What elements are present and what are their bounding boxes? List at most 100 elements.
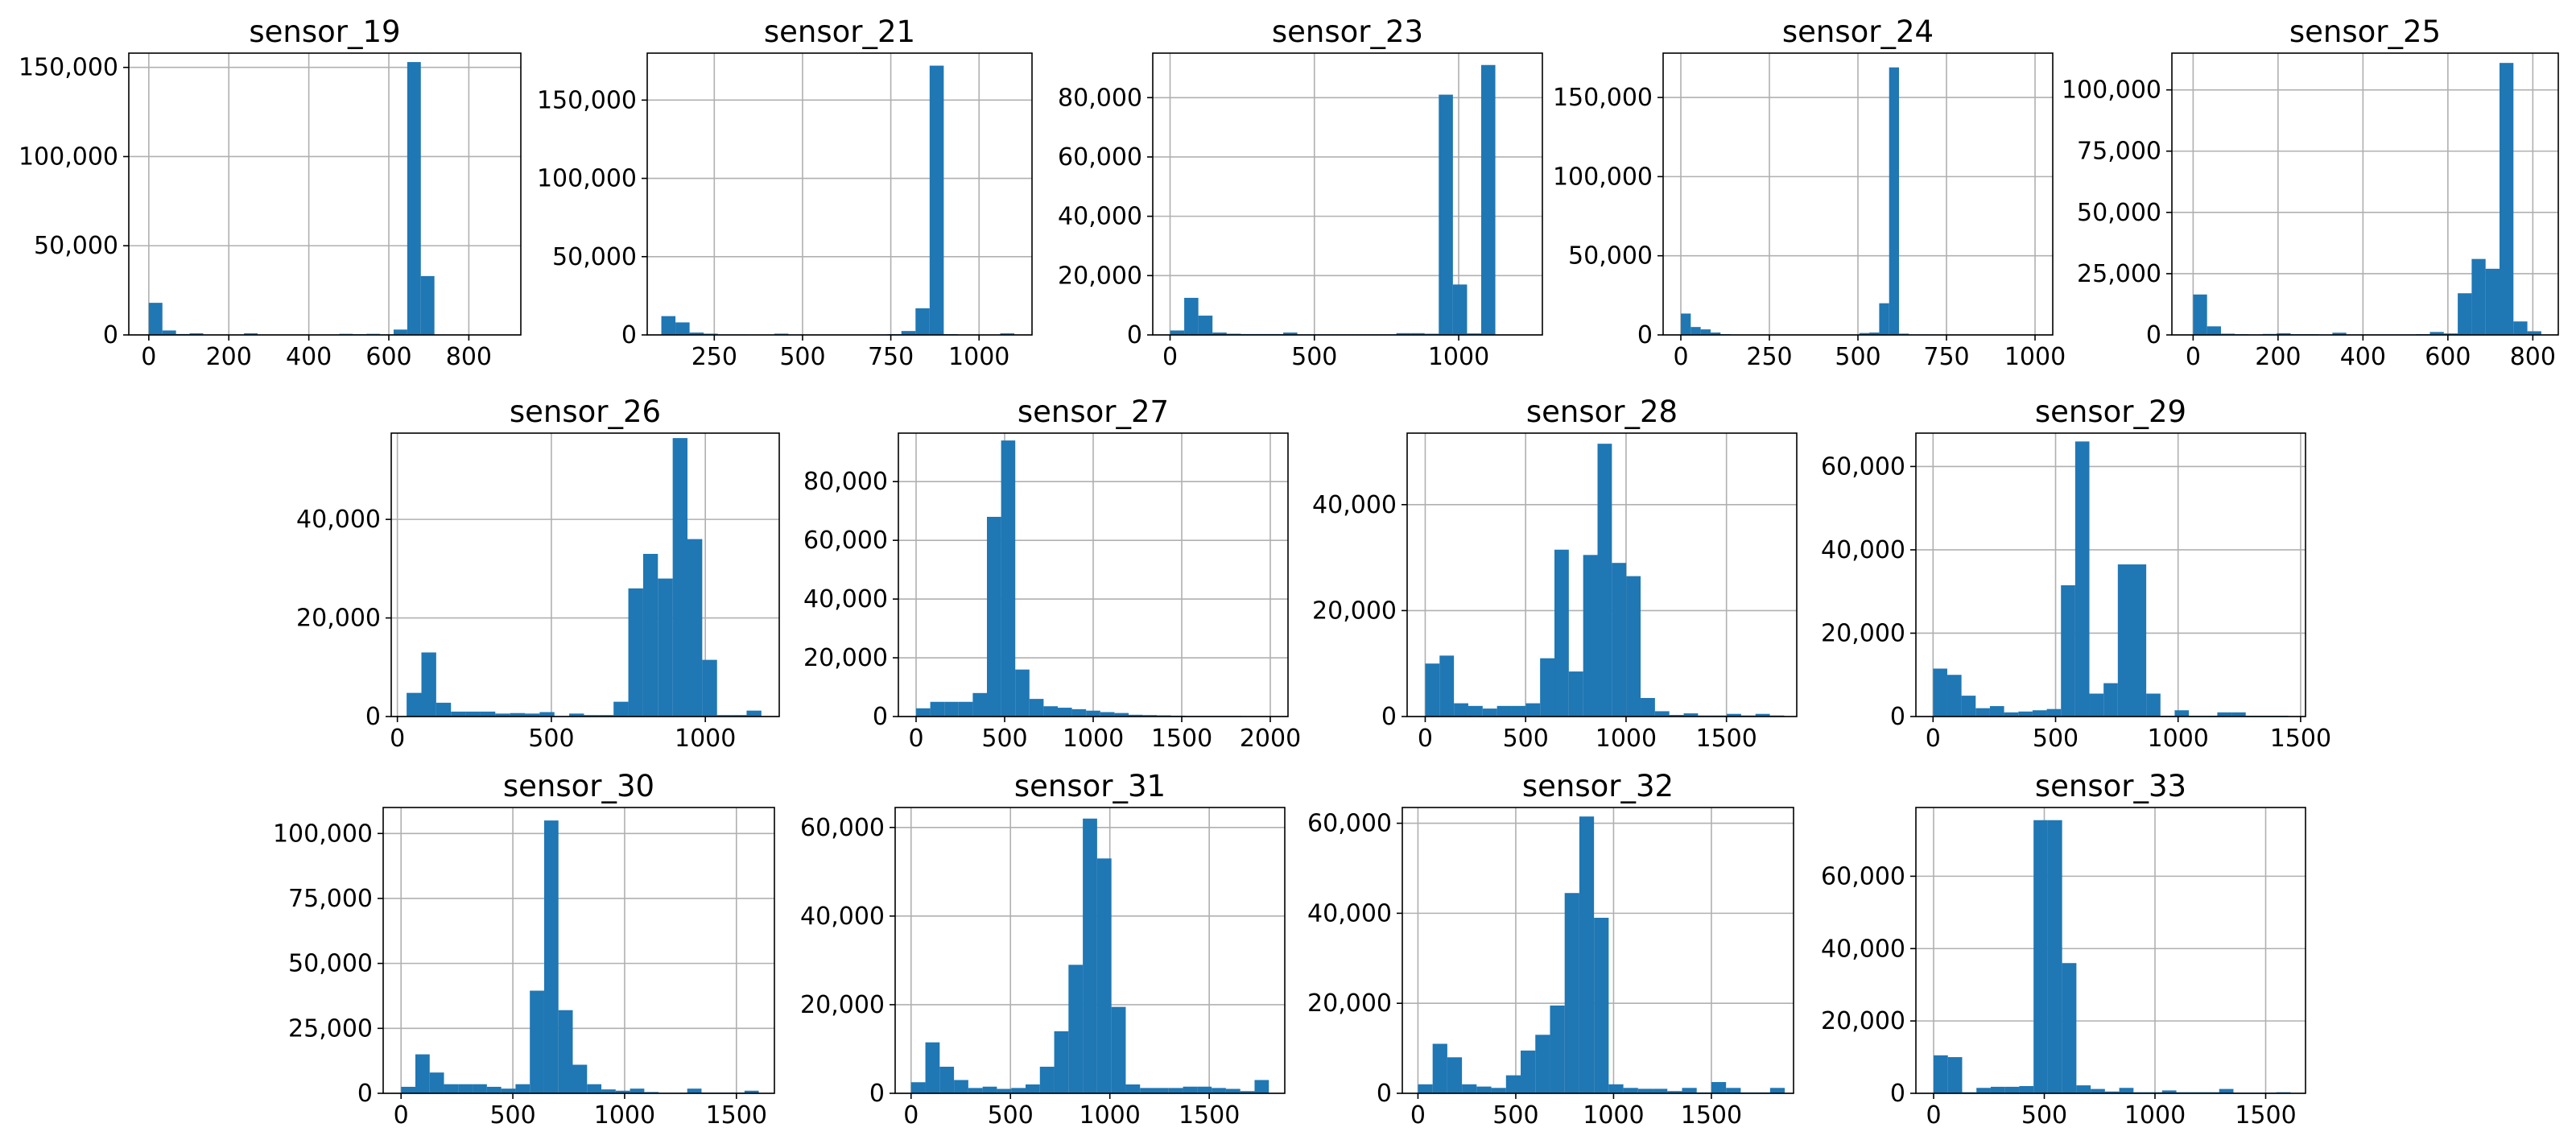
histogram-bar	[2219, 1088, 2234, 1093]
histogram-bar	[939, 1066, 955, 1093]
histogram-bar	[189, 333, 204, 335]
histogram-bar	[1933, 668, 1947, 717]
x-tick-label: 2000	[1240, 725, 1301, 753]
y-tick-label: 150,000	[537, 86, 637, 114]
y-tick-label: 40,000	[1058, 203, 1142, 231]
histogram-bar	[1540, 658, 1554, 717]
histogram-bar	[716, 715, 733, 717]
y-tick-label: 100,000	[2062, 76, 2161, 105]
histogram-bar	[1947, 1057, 1963, 1093]
x-tick-label: 1000	[2148, 725, 2209, 753]
histogram-bar	[244, 333, 258, 335]
histogram-bar	[2277, 332, 2291, 335]
axes-frame	[382, 807, 775, 1094]
bars	[2193, 63, 2541, 335]
histogram-panel-sensor_32: 0 500 1000 1500 0 20,000 40,000 60,000 sensor_32	[1307, 769, 1794, 1130]
histogram-bar	[2046, 708, 2062, 717]
axes-frame	[1402, 807, 1794, 1094]
y-tick-label: 75,000	[288, 885, 373, 913]
histogram-bar	[2499, 63, 2514, 335]
histogram-bar	[972, 692, 987, 717]
histogram-bar	[2429, 332, 2444, 335]
x-tick-label: 500	[981, 725, 1027, 753]
histogram-bar	[480, 711, 496, 717]
y-tick-label: 0	[1890, 1080, 1905, 1108]
y-tick-label: 0	[1890, 703, 1905, 731]
histogram-bar	[2047, 820, 2062, 1093]
x-tick-label: 500	[779, 343, 825, 371]
gridlines	[129, 53, 521, 336]
axes-frame	[2171, 52, 2559, 336]
histogram-bar	[1225, 1088, 1241, 1093]
histogram-bar	[2104, 1091, 2120, 1093]
histogram-bar	[658, 578, 673, 717]
y-tick-label: 75,000	[2077, 138, 2161, 166]
panel-title: sensor_26	[510, 394, 661, 429]
y-tick-label: 0	[1637, 321, 1653, 349]
histogram-bar	[954, 1080, 968, 1093]
histogram-panel-sensor_33: 0 500 1000 1500 0 20,000 40,000 60,000 sensor_33	[1821, 769, 2306, 1130]
histogram-bar	[1283, 332, 1298, 335]
histogram-bar	[1568, 671, 1583, 717]
histogram-bar	[473, 1084, 487, 1093]
histogram-bar	[916, 708, 931, 717]
y-tick-label: 50,000	[552, 243, 637, 271]
histogram-bar	[675, 322, 690, 335]
histogram-bar	[558, 1010, 573, 1093]
histogram-bar	[515, 1084, 530, 1093]
y-tick-label: 80,000	[803, 468, 888, 496]
histogram-bar	[2019, 1086, 2034, 1093]
histogram-bar	[732, 715, 747, 717]
x-tick-label: 1500	[1696, 725, 1757, 753]
gridlines	[647, 53, 1032, 336]
x-tick-label: 1500	[706, 1101, 767, 1130]
histogram-bar	[1184, 297, 1199, 335]
x-tick-label: 500	[2021, 1101, 2067, 1130]
histogram-bar	[1654, 711, 1670, 717]
histogram-bar	[2217, 712, 2232, 717]
panel-title: sensor_29	[2035, 394, 2186, 429]
histogram-bar	[1240, 1091, 1255, 1093]
y-tick-label: 80,000	[1058, 84, 1142, 112]
histogram-bar	[1462, 1084, 1477, 1093]
y-tick-label: 50,000	[288, 950, 373, 978]
histogram-bar	[393, 329, 407, 335]
histogram-bar	[2443, 333, 2458, 335]
y-tick-label: 100,000	[537, 165, 637, 193]
histogram-bar	[1454, 703, 1468, 717]
x-tick-label: 800	[2510, 343, 2556, 371]
histogram-bar	[1608, 1084, 1624, 1093]
panel-title: sensor_23	[1272, 14, 1423, 49]
histogram-bar	[2076, 1085, 2091, 1093]
histogram-bar	[901, 331, 916, 335]
histogram-bar	[2074, 441, 2090, 717]
histogram-bar	[613, 701, 629, 717]
histogram-bar	[1554, 549, 1569, 717]
panel-title: sensor_27	[1018, 394, 1169, 429]
histogram-bar	[1129, 714, 1143, 717]
y-tick-label: 0	[621, 321, 637, 349]
histogram-bar	[525, 713, 540, 717]
y-tick-label: 20,000	[1821, 1007, 1905, 1035]
histogram-bar	[1197, 1086, 1212, 1093]
x-tick-label: 250	[691, 343, 737, 371]
histogram-bar	[436, 702, 452, 717]
x-tick-label: 0	[908, 725, 923, 753]
histogram-bar	[1667, 1091, 1682, 1093]
histogram-bar	[1025, 1084, 1040, 1093]
histogram-bar	[1511, 705, 1526, 717]
histogram-panel-sensor_24: 0 250 500 750 1000 0 50,000 100,000 150,000 senso…	[1553, 14, 2066, 371]
histogram-bar	[451, 711, 466, 717]
histogram-bar	[486, 1086, 502, 1093]
bars	[910, 818, 1269, 1093]
histogram-bar	[1140, 1088, 1155, 1093]
y-tick-label: 20,000	[803, 644, 888, 672]
y-tick-label: 40,000	[1821, 536, 1905, 564]
axes-frame	[894, 807, 1286, 1094]
histogram-bar	[2132, 564, 2147, 717]
axes-frame	[128, 52, 522, 336]
x-tick-label: 400	[286, 343, 332, 371]
histogram-bar	[2089, 693, 2104, 717]
x-tick-label: 1000	[2124, 1101, 2186, 1130]
x-tick-label: 200	[2255, 343, 2301, 371]
